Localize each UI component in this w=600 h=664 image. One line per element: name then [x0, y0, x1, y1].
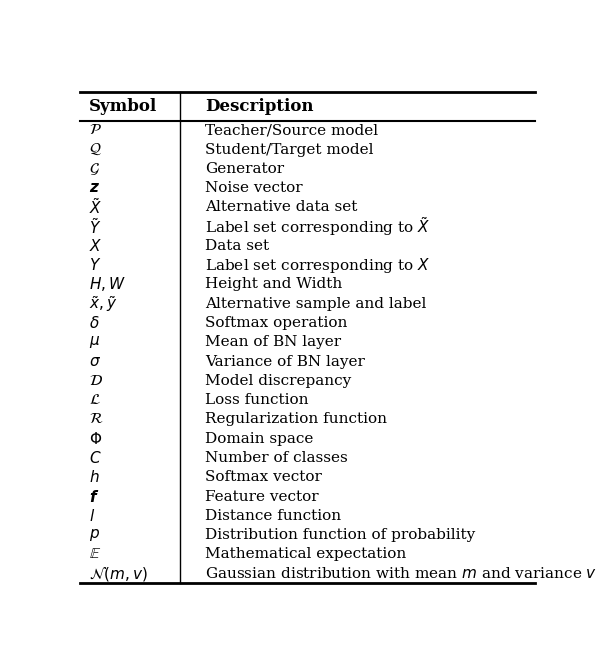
- Text: Domain space: Domain space: [205, 432, 314, 446]
- Text: Label set corresponding to $\tilde{X}$: Label set corresponding to $\tilde{X}$: [205, 215, 431, 238]
- Text: $\tilde{X}$: $\tilde{X}$: [89, 197, 103, 217]
- Text: $\delta$: $\delta$: [89, 315, 100, 331]
- Text: $\mathcal{L}$: $\mathcal{L}$: [89, 393, 101, 407]
- Text: Variance of BN layer: Variance of BN layer: [205, 355, 365, 369]
- Text: Alternative sample and label: Alternative sample and label: [205, 297, 427, 311]
- Text: Description: Description: [205, 98, 314, 115]
- Text: Regularization function: Regularization function: [205, 412, 387, 426]
- Text: $Y$: $Y$: [89, 257, 101, 273]
- Text: $X$: $X$: [89, 238, 103, 254]
- Text: $\boldsymbol{z}$: $\boldsymbol{z}$: [89, 181, 100, 195]
- Text: $\boldsymbol{f}$: $\boldsymbol{f}$: [89, 489, 99, 505]
- Text: $\Phi$: $\Phi$: [89, 431, 102, 447]
- Text: Mean of BN layer: Mean of BN layer: [205, 335, 341, 349]
- Text: Loss function: Loss function: [205, 393, 309, 407]
- Text: Mathematical expectation: Mathematical expectation: [205, 547, 406, 561]
- Text: $\mathbb{E}$: $\mathbb{E}$: [89, 547, 101, 561]
- Text: $\mathcal{P}$: $\mathcal{P}$: [89, 124, 102, 137]
- Text: $\mathcal{D}$: $\mathcal{D}$: [89, 374, 103, 388]
- Text: Symbol: Symbol: [89, 98, 157, 115]
- Text: $\mathcal{N}(m, v)$: $\mathcal{N}(m, v)$: [89, 564, 148, 582]
- Text: $\mathcal{G}$: $\mathcal{G}$: [89, 161, 100, 177]
- Text: $C$: $C$: [89, 450, 101, 466]
- Text: Alternative data set: Alternative data set: [205, 201, 358, 214]
- Text: Height and Width: Height and Width: [205, 278, 343, 291]
- Text: Teacher/Source model: Teacher/Source model: [205, 124, 379, 137]
- Text: Noise vector: Noise vector: [205, 181, 303, 195]
- Text: $p$: $p$: [89, 527, 100, 543]
- Text: $\tilde{Y}$: $\tilde{Y}$: [89, 216, 101, 236]
- Text: $\mu$: $\mu$: [89, 334, 100, 351]
- Text: Generator: Generator: [205, 162, 284, 176]
- Text: Softmax vector: Softmax vector: [205, 470, 322, 484]
- Text: Number of classes: Number of classes: [205, 451, 348, 465]
- Text: Data set: Data set: [205, 239, 269, 253]
- Text: Softmax operation: Softmax operation: [205, 316, 347, 330]
- Text: $l$: $l$: [89, 508, 95, 524]
- Text: Gaussian distribution with mean $m$ and variance $v$: Gaussian distribution with mean $m$ and …: [205, 566, 598, 581]
- Text: Feature vector: Feature vector: [205, 489, 319, 503]
- Text: $\sigma$: $\sigma$: [89, 355, 101, 369]
- Text: Distance function: Distance function: [205, 509, 341, 523]
- Text: Distribution function of probability: Distribution function of probability: [205, 528, 475, 542]
- Text: $H, W$: $H, W$: [89, 276, 126, 293]
- Text: $h$: $h$: [89, 469, 100, 485]
- Text: $\mathcal{Q}$: $\mathcal{Q}$: [89, 142, 101, 157]
- Text: $\tilde{x}, \tilde{y}$: $\tilde{x}, \tilde{y}$: [89, 293, 118, 313]
- Text: $\mathcal{R}$: $\mathcal{R}$: [89, 412, 103, 426]
- Text: Model discrepancy: Model discrepancy: [205, 374, 352, 388]
- Text: Label set corresponding to $X$: Label set corresponding to $X$: [205, 256, 431, 275]
- Text: Student/Target model: Student/Target model: [205, 143, 374, 157]
